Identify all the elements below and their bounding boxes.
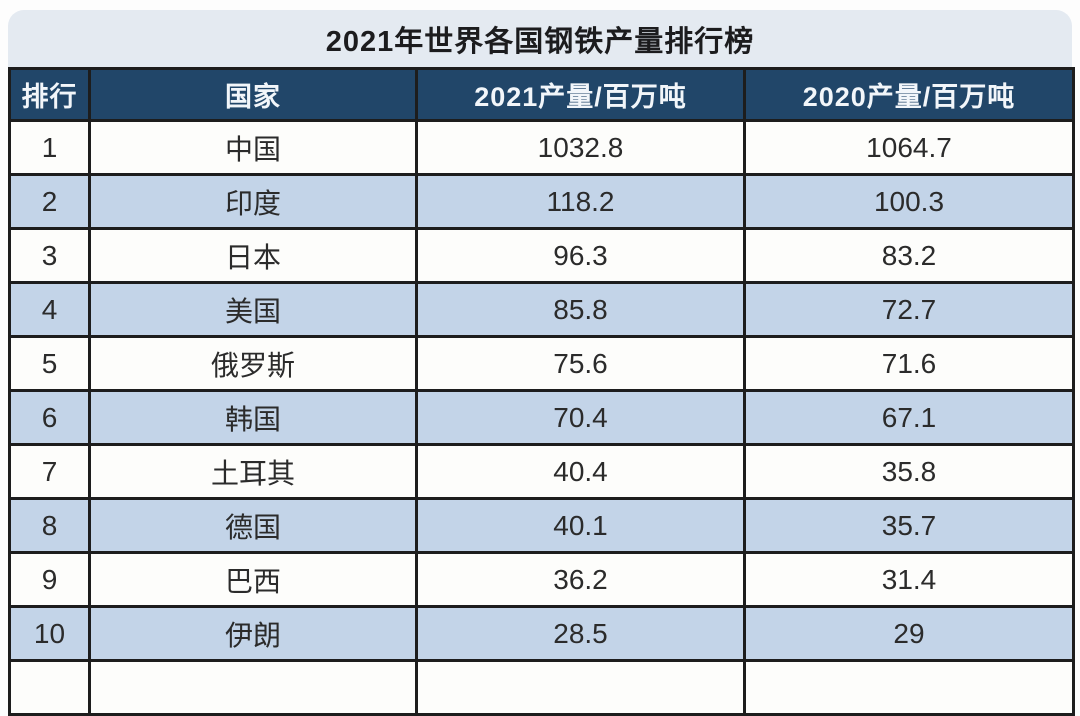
table-row: 2 印度 118.2 100.3 bbox=[8, 173, 1075, 230]
table-row: 8 德国 40.1 35.7 bbox=[8, 497, 1075, 554]
cell-2021-value: 36.2 bbox=[415, 551, 746, 608]
ranking-table: 排行 国家 2021产量/百万吨 2020产量/百万吨 1 中国 1032.8 … bbox=[8, 67, 1075, 716]
steel-production-ranking-panel: 2021年世界各国钢铁产量排行榜 排行 国家 2021产量/百万吨 2020产量… bbox=[8, 10, 1075, 716]
cell-country: 俄罗斯 bbox=[88, 335, 418, 392]
cell-rank bbox=[8, 659, 91, 716]
cell-2020-value: 67.1 bbox=[743, 389, 1075, 446]
table-row: 7 土耳其 40.4 35.8 bbox=[8, 443, 1075, 500]
cell-2021-value bbox=[415, 659, 746, 716]
table-row: 1 中国 1032.8 1064.7 bbox=[8, 119, 1075, 176]
cell-country: 韩国 bbox=[88, 389, 418, 446]
cell-rank: 1 bbox=[8, 119, 91, 176]
table-row-partial bbox=[8, 659, 1075, 716]
column-header-rank: 排行 bbox=[8, 67, 91, 122]
table-row: 6 韩国 70.4 67.1 bbox=[8, 389, 1075, 446]
cell-2020-value: 35.7 bbox=[743, 497, 1075, 554]
table-row: 4 美国 85.8 72.7 bbox=[8, 281, 1075, 338]
cell-2020-value: 83.2 bbox=[743, 227, 1075, 284]
header-row: 排行 国家 2021产量/百万吨 2020产量/百万吨 bbox=[8, 67, 1075, 122]
column-header-country: 国家 bbox=[88, 67, 418, 122]
table-row: 10 伊朗 28.5 29 bbox=[8, 605, 1075, 662]
cell-2020-value: 72.7 bbox=[743, 281, 1075, 338]
cell-rank: 4 bbox=[8, 281, 91, 338]
cell-2020-value bbox=[743, 659, 1075, 716]
table-title: 2021年世界各国钢铁产量排行榜 bbox=[8, 10, 1072, 67]
cell-rank: 3 bbox=[8, 227, 91, 284]
table-row: 5 俄罗斯 75.6 71.6 bbox=[8, 335, 1075, 392]
cell-2020-value: 100.3 bbox=[743, 173, 1075, 230]
cell-2020-value: 35.8 bbox=[743, 443, 1075, 500]
column-header-2020: 2020产量/百万吨 bbox=[743, 67, 1075, 122]
cell-country: 巴西 bbox=[88, 551, 418, 608]
cell-country bbox=[88, 659, 418, 716]
cell-country: 德国 bbox=[88, 497, 418, 554]
cell-rank: 7 bbox=[8, 443, 91, 500]
cell-2021-value: 28.5 bbox=[415, 605, 746, 662]
cell-2021-value: 75.6 bbox=[415, 335, 746, 392]
cell-country: 印度 bbox=[88, 173, 418, 230]
cell-2020-value: 1064.7 bbox=[743, 119, 1075, 176]
cell-rank: 5 bbox=[8, 335, 91, 392]
cell-rank: 8 bbox=[8, 497, 91, 554]
table-row: 3 日本 96.3 83.2 bbox=[8, 227, 1075, 284]
cell-2021-value: 40.4 bbox=[415, 443, 746, 500]
cell-country: 美国 bbox=[88, 281, 418, 338]
cell-rank: 6 bbox=[8, 389, 91, 446]
cell-2021-value: 118.2 bbox=[415, 173, 746, 230]
cell-2020-value: 29 bbox=[743, 605, 1075, 662]
column-header-2021: 2021产量/百万吨 bbox=[415, 67, 746, 122]
cell-2021-value: 85.8 bbox=[415, 281, 746, 338]
cell-country: 日本 bbox=[88, 227, 418, 284]
cell-2021-value: 40.1 bbox=[415, 497, 746, 554]
cell-country: 伊朗 bbox=[88, 605, 418, 662]
cell-2020-value: 71.6 bbox=[743, 335, 1075, 392]
cell-2021-value: 96.3 bbox=[415, 227, 746, 284]
table-row: 9 巴西 36.2 31.4 bbox=[8, 551, 1075, 608]
cell-2021-value: 1032.8 bbox=[415, 119, 746, 176]
cell-country: 中国 bbox=[88, 119, 418, 176]
cell-2020-value: 31.4 bbox=[743, 551, 1075, 608]
cell-country: 土耳其 bbox=[88, 443, 418, 500]
cell-rank: 2 bbox=[8, 173, 91, 230]
cell-rank: 10 bbox=[8, 605, 91, 662]
cell-2021-value: 70.4 bbox=[415, 389, 746, 446]
cell-rank: 9 bbox=[8, 551, 91, 608]
